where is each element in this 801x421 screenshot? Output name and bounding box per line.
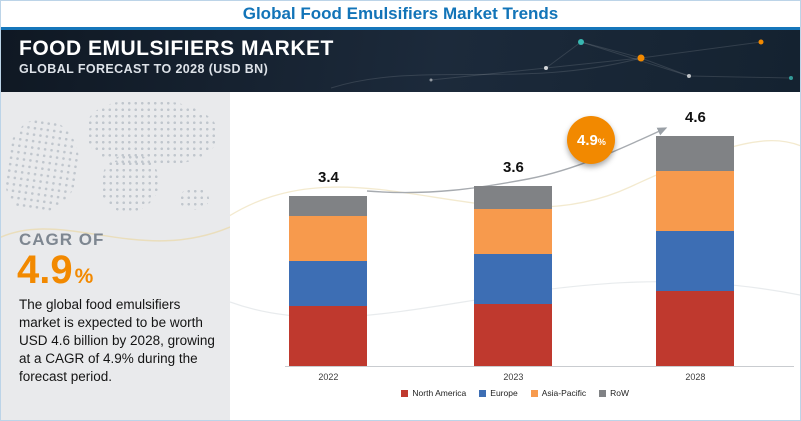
legend-item-europe: Europe: [479, 388, 518, 398]
legend-label: Asia-Pacific: [541, 388, 587, 398]
page-title: Global Food Emulsifiers Market Trends: [242, 4, 559, 23]
bar-segment-asia-pacific: [474, 208, 553, 254]
legend-item-north-america: North America: [401, 388, 466, 398]
bar-segment-row: [289, 196, 368, 216]
legend-swatch: [479, 389, 487, 397]
x-axis-label-2023: 2023: [503, 372, 524, 382]
chart-legend: North America Europe Asia-Pacific RoW: [230, 388, 800, 398]
bar-total-label: 3.4: [317, 169, 339, 186]
bar-stack: [474, 186, 553, 366]
world-map-dots: [87, 100, 219, 166]
title-bar: Global Food Emulsifiers Market Trends: [1, 1, 800, 30]
bar-segment-row: [474, 186, 553, 209]
cagr-label: CAGR OF: [19, 230, 105, 249]
bar-segment-north-america: [474, 303, 553, 366]
header-banner: FOOD EMULSIFIERS MARKET GLOBAL FORECAST …: [1, 30, 800, 92]
bar-2022: 3.4: [289, 169, 368, 366]
bar-total-label: 3.6: [502, 159, 524, 176]
x-axis-line: [285, 366, 794, 367]
bar-segment-north-america: [289, 306, 368, 366]
legend-label: Europe: [490, 388, 518, 398]
bar-segment-asia-pacific: [656, 171, 735, 231]
x-axis-label-2028: 2028: [685, 372, 706, 382]
world-map-dots: [1, 115, 86, 217]
bar-chart-area: 4.9 % North America Europe Asia-Pacific RoW…: [230, 92, 800, 420]
bar-stack: [289, 196, 368, 366]
growth-badge-unit: %: [597, 136, 606, 147]
bar-segment-europe: [656, 231, 735, 291]
growth-badge-value: 4.9: [576, 131, 598, 149]
banner-text: FOOD EMULSIFIERS MARKET GLOBAL FORECAST …: [19, 37, 334, 76]
legend-label: North America: [412, 388, 467, 398]
bar-segment-europe: [474, 253, 553, 304]
cagr-number: 4.9: [17, 248, 73, 292]
bar-2023: 3.6: [474, 159, 553, 366]
bar-segment-row: [656, 136, 735, 171]
bar-segment-europe: [289, 261, 368, 306]
cagr-percent-sign: %: [74, 265, 94, 288]
content-area: CAGR OF 4.9% The global food emulsifiers…: [1, 92, 800, 420]
legend-item-row: RoW: [599, 388, 629, 398]
legend-swatch: [530, 389, 538, 397]
x-axis-label-2022: 2022: [318, 372, 339, 382]
legend-swatch: [599, 389, 607, 397]
legend-item-asia-pacific: Asia-Pacific: [530, 388, 587, 398]
bar-total-label: 4.6: [684, 109, 706, 126]
banner-network-decor: [330, 39, 793, 89]
world-map-dots: [179, 188, 209, 210]
cagr-value: 4.9%: [17, 248, 93, 292]
legend-label: RoW: [610, 388, 629, 398]
legend-swatch: [401, 389, 409, 397]
world-map-dots: [101, 154, 159, 212]
banner-heading: FOOD EMULSIFIERS MARKET: [19, 37, 334, 60]
bar-stack: [656, 136, 735, 366]
bar-2028: 4.6: [656, 109, 735, 366]
banner-subheading: GLOBAL FORECAST TO 2028 (USD BN): [19, 62, 269, 76]
left-summary-panel: CAGR OF 4.9% The global food emulsifiers…: [1, 92, 231, 420]
bar-segment-north-america: [656, 291, 735, 366]
bar-segment-asia-pacific: [289, 216, 368, 261]
summary-text: The global food emulsifiers market is ex…: [19, 297, 215, 384]
growth-badge: 4.9 %: [567, 116, 616, 164]
